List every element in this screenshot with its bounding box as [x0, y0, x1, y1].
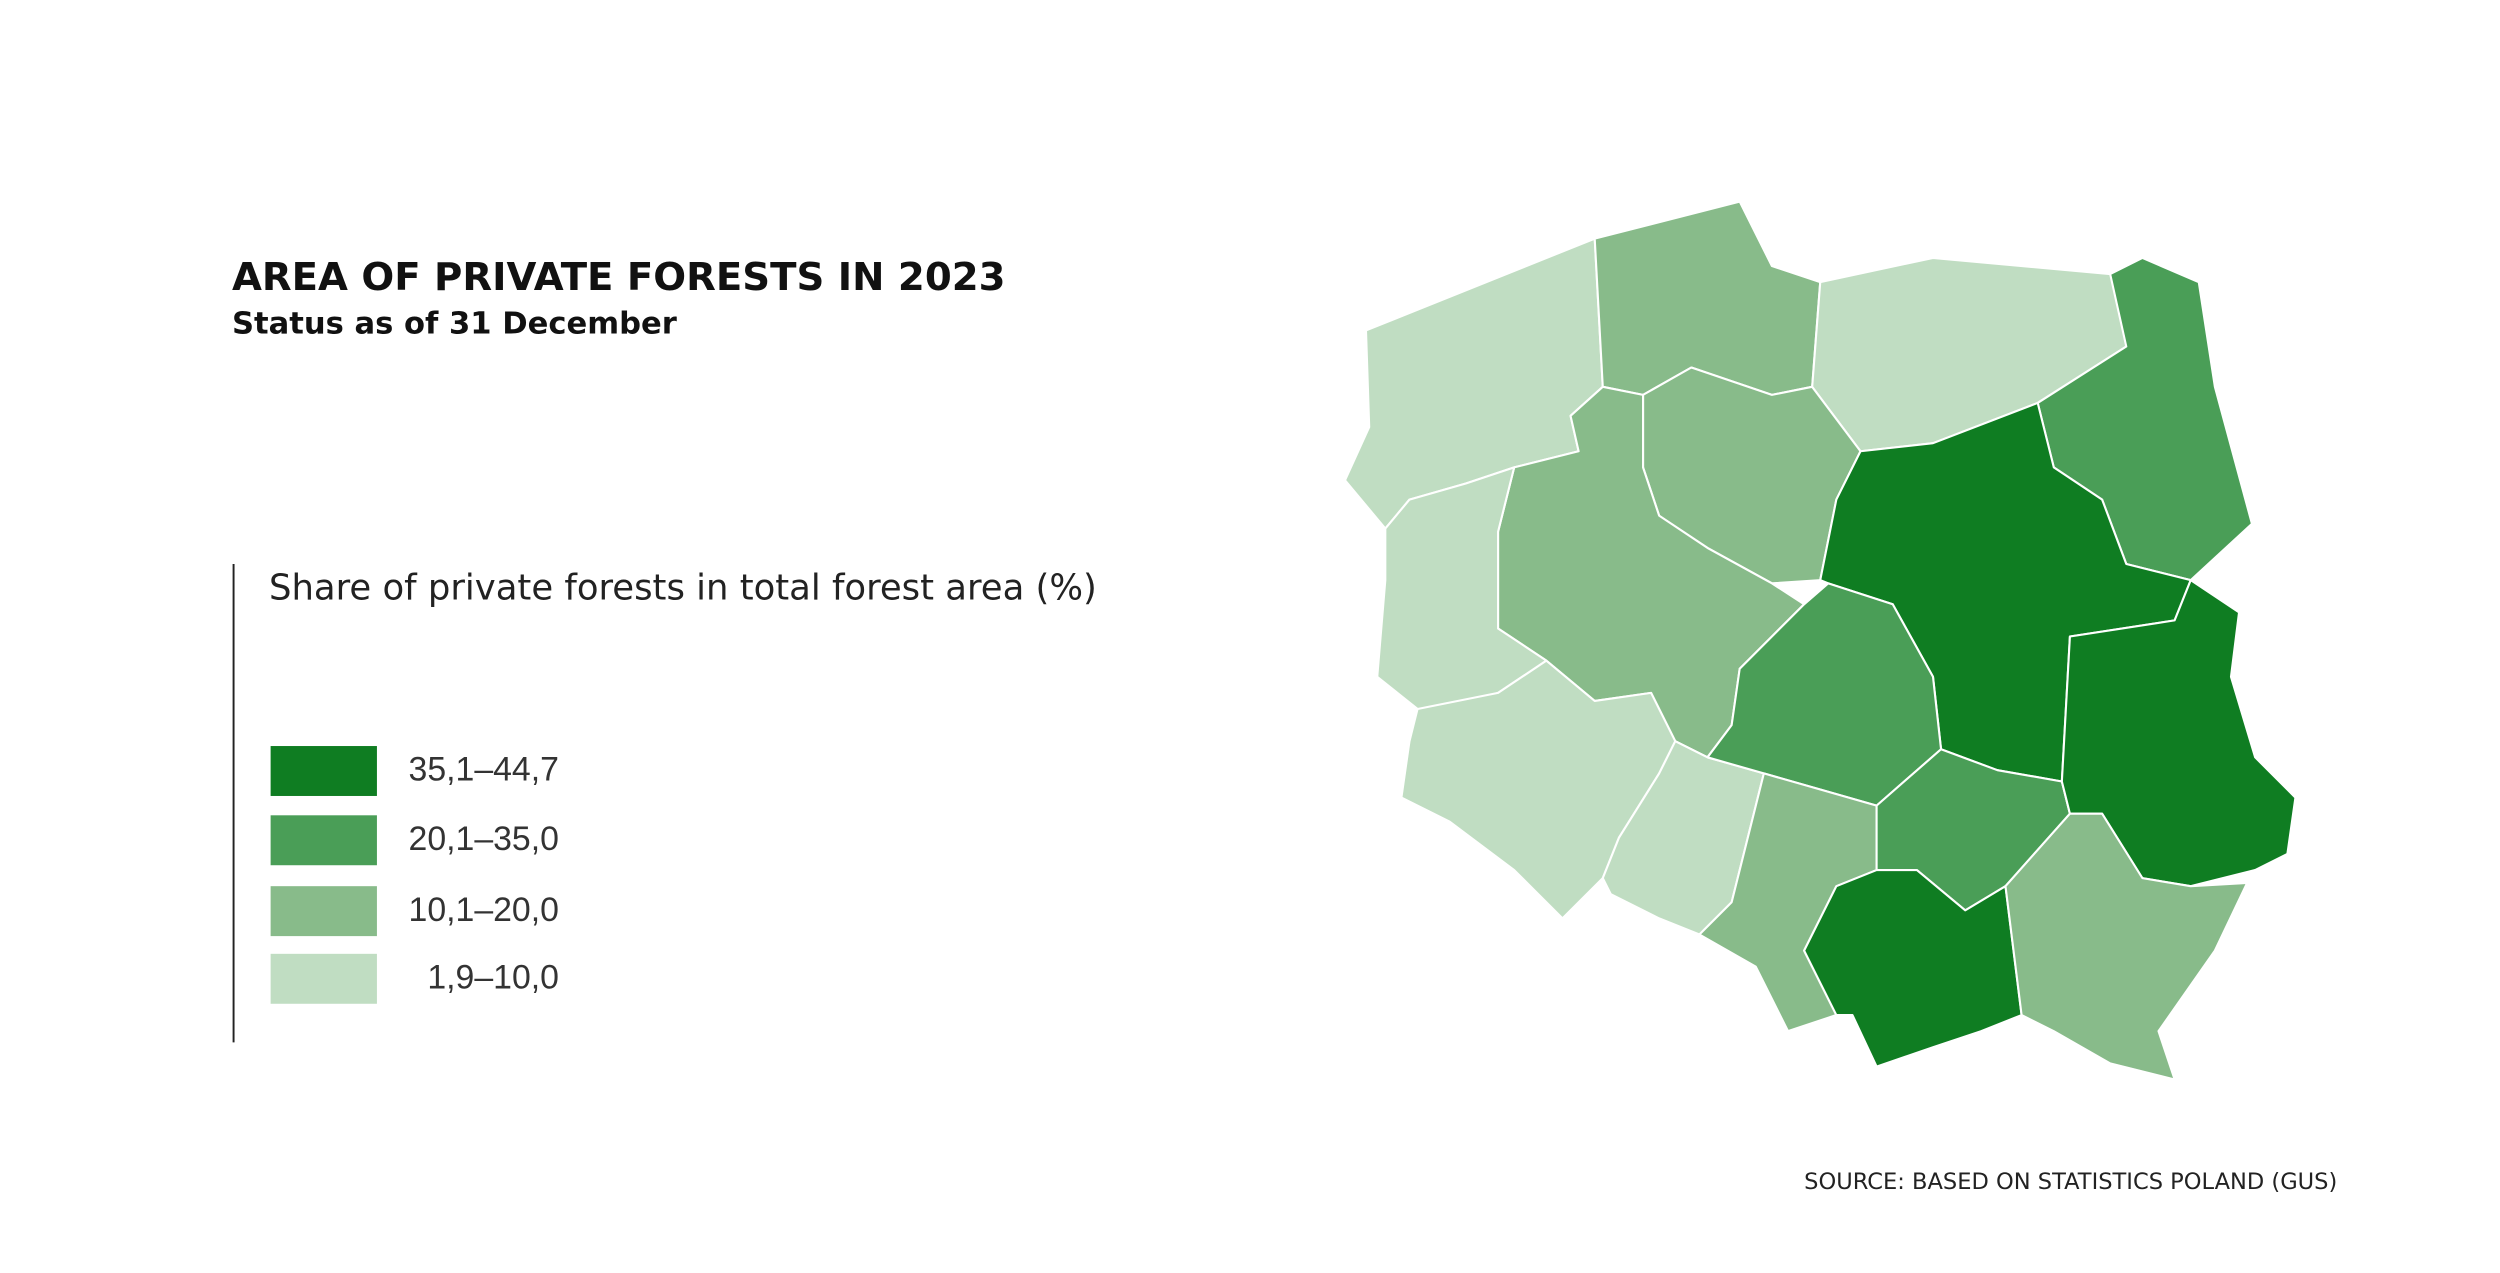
region — [2004, 812, 2249, 1081]
legend-swatch — [270, 953, 377, 1004]
title: AREA OF PRIVATE FORESTS IN 2023 — [232, 255, 1006, 300]
legend-label: 35,1–44,7 — [409, 751, 559, 789]
legend-label: 1,9–10,0 — [427, 959, 559, 997]
legend-swatch — [270, 815, 377, 866]
region — [1803, 869, 2023, 1068]
legend-label: 20,1–35,0 — [409, 820, 559, 858]
region — [1593, 200, 1822, 396]
legend-swatch — [270, 886, 377, 937]
source-note: SOURCE: BASED ON STATISTICS POLAND (GUS) — [1804, 1169, 2337, 1195]
legend-title: Share of private forests in total forest… — [269, 567, 1097, 608]
subtitle: Status as of 31 December — [232, 307, 677, 342]
legend: 35,1–44,7 20,1–35,0 10,1–20,0 1,9–10,0 — [270, 746, 559, 1004]
legend-swatch — [270, 746, 377, 796]
regions — [1343, 200, 2297, 1081]
legend-label: 10,1–20,0 — [409, 891, 559, 929]
